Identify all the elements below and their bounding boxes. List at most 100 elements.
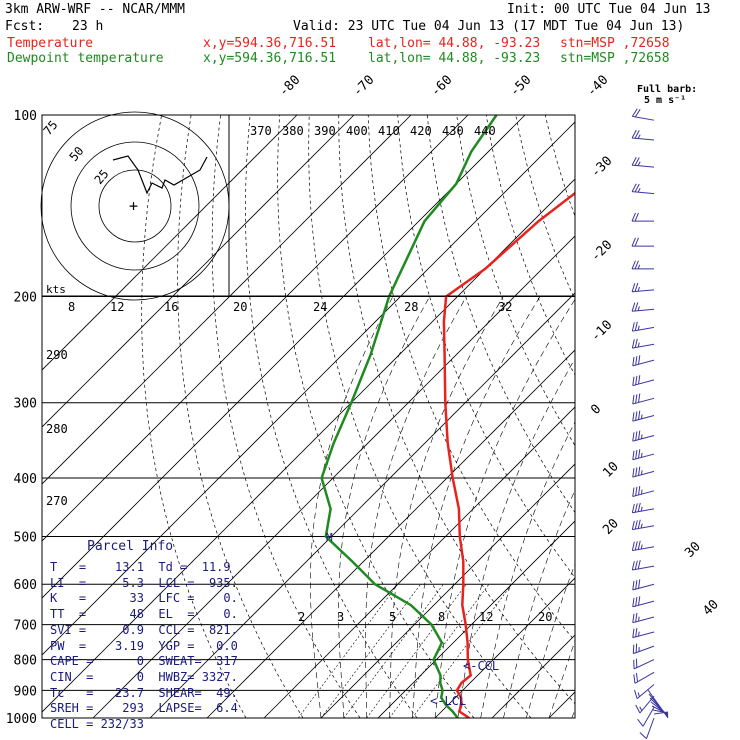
wind-barb <box>631 129 655 141</box>
parcel-info-row: TT = 48 EL = 0. <box>50 607 238 622</box>
theta-label: 420 <box>410 124 432 138</box>
isotherm <box>42 115 355 428</box>
hodograph-ring-label: 25 <box>92 167 112 187</box>
wind-barb <box>632 449 655 461</box>
isotherm <box>491 634 575 718</box>
isotherm <box>42 115 412 485</box>
isotherm <box>377 520 575 718</box>
plot-frame <box>41 114 576 719</box>
barb-legend-line2: 5 m s⁻¹ <box>644 95 687 106</box>
theta-label: 390 <box>314 124 336 138</box>
wind-barb <box>632 355 655 367</box>
isotherm <box>42 115 298 371</box>
moist-adiabat <box>411 296 541 718</box>
dry-adiabat <box>141 115 247 718</box>
temperature-legend-label: Temperature <box>7 36 94 51</box>
theta-label-side: 280 <box>46 422 68 436</box>
parcel-info-row: LI = 5.3 LCL = 935. <box>50 575 238 590</box>
theta-label: 370 <box>250 124 272 138</box>
parcel-info-row: PW = 3.19 YGP = 0.0 <box>50 638 238 653</box>
hodograph-kts-label: kts <box>46 283 66 296</box>
pressure-label-400: 400 <box>14 472 37 487</box>
parcel-info-row: CAPE = 0 SWEAT= 317 <box>50 654 238 669</box>
hodograph-speed-label: 24 <box>313 300 327 314</box>
dewpoint-profile <box>320 115 498 718</box>
wind-barb <box>631 156 655 168</box>
isotherm <box>663 115 740 718</box>
hodograph-center: + <box>129 197 138 215</box>
wind-barb <box>631 237 654 247</box>
hodograph-speed-label: 28 <box>404 300 418 314</box>
parcel-info-row: K = 33 LFC = 0. <box>50 591 238 606</box>
wind-barb <box>633 658 655 670</box>
pressure-label-600: 600 <box>14 578 37 593</box>
isotherm-label: -80 <box>276 73 303 100</box>
isotherm-label: 30 <box>682 539 704 561</box>
isotherm <box>149 292 575 718</box>
mixing-ratio-line <box>297 584 399 718</box>
theta-label: 430 <box>442 124 464 138</box>
dry-adiabat <box>245 115 418 718</box>
theta-label-side: 270 <box>46 494 68 508</box>
dry-adiabat <box>693 115 740 718</box>
pressure-label-900: 900 <box>14 684 37 699</box>
wind-barb <box>632 393 655 405</box>
dry-adiabat <box>308 115 532 718</box>
wind-barb <box>631 519 655 531</box>
dry-adiabat <box>338 115 575 705</box>
pressure-label-800: 800 <box>14 654 37 669</box>
theta-label: 440 <box>474 124 496 138</box>
isotherm <box>434 577 575 718</box>
dry-adiabat <box>397 115 575 579</box>
mixing-ratio-line <box>320 584 421 718</box>
dry-adiabat <box>604 115 740 718</box>
parcel-info-row: CIN = 0 HWBZ= 3327. <box>50 669 238 684</box>
isotherm-label: 40 <box>700 597 722 619</box>
isotherm <box>42 121 575 656</box>
wind-barb <box>631 560 655 571</box>
parcel-info-title: Parcel Info <box>87 539 174 554</box>
init-time: Init: 00 UTC Tue 04 Jun 13 <box>507 2 711 17</box>
wind-barb <box>632 375 655 387</box>
dry-adiabat <box>663 115 740 718</box>
surface-wind-barb <box>653 711 669 715</box>
moist-adiabat <box>480 421 575 718</box>
pressure-label-300: 300 <box>14 397 37 412</box>
temperature-legend-station: stn=MSP ,72658 <box>560 36 670 51</box>
hodograph-ring <box>70 141 200 271</box>
mixing-ratio-label: 3 <box>337 610 344 624</box>
isotherm-label: -20 <box>588 238 615 265</box>
wind-barb <box>631 183 655 195</box>
isotherm <box>263 406 575 718</box>
wind-barb <box>631 282 655 293</box>
dry-adiabat <box>456 115 575 447</box>
lcl-label: <-LCL <box>430 694 466 708</box>
isotherm <box>548 691 575 718</box>
dry-adiabat <box>485 115 575 376</box>
dewpoint-legend-label: Dewpoint temperature <box>7 51 164 66</box>
temperature-legend-xy: x,y=594.36,716.51 <box>203 36 337 51</box>
pressure-label-1000: 1000 <box>6 712 37 727</box>
parcel-info-row: SREH = 293 LAPSE= 6.4 <box>50 701 238 716</box>
dry-adiabat <box>277 115 475 718</box>
wind-barb <box>632 627 655 639</box>
wind-barb <box>632 579 655 591</box>
dry-adiabat <box>211 115 361 718</box>
isotherm <box>92 235 575 718</box>
moist-adiabat <box>548 640 575 718</box>
wind-barb <box>631 540 655 552</box>
wind-barb <box>632 410 655 422</box>
forecast-label: Fcst: <box>5 19 45 34</box>
temperature-legend-latlon: lat,lon= 44.88, -93.23 <box>368 36 541 51</box>
dry-adiabat <box>544 115 575 218</box>
mixing-ratio-label: 20 <box>538 610 552 624</box>
moist-adiabat <box>525 563 575 718</box>
moist-adiabat <box>503 489 575 718</box>
pressure-label-200: 200 <box>14 291 37 306</box>
pressure-label-500: 500 <box>14 530 37 545</box>
parcel-info-row: Tc = 23.7 SHEAR= 49. <box>50 685 238 700</box>
wind-barb <box>633 671 655 684</box>
wind-barb <box>631 321 655 332</box>
dry-adiabat <box>367 115 575 642</box>
isotherm <box>42 178 575 713</box>
